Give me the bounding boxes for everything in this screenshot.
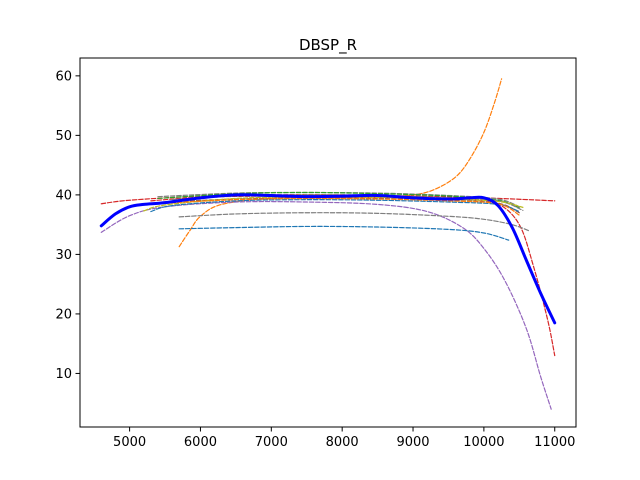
x-tick-label: 10000 <box>463 435 504 450</box>
x-tick-label: 11000 <box>534 435 575 450</box>
y-tick-label: 30 <box>55 248 72 263</box>
x-tick-label: 7000 <box>255 435 288 450</box>
y-tick-label: 60 <box>55 69 72 84</box>
y-tick-label: 40 <box>55 188 72 203</box>
x-axis: 5000 6000 7000 8000 9000 10000 11000 <box>113 427 575 450</box>
x-tick-label: 6000 <box>184 435 217 450</box>
x-tick-label: 5000 <box>113 435 146 450</box>
series-line-13 <box>164 197 520 216</box>
series-line-0 <box>99 193 557 325</box>
plot-area <box>80 58 576 427</box>
series-line-5 <box>178 225 510 241</box>
x-tick-label: 8000 <box>326 435 359 450</box>
chart-title: DBSP_R <box>299 36 357 55</box>
y-tick-label: 20 <box>55 307 72 322</box>
y-axis: 10 20 30 40 50 60 <box>55 69 80 382</box>
axes-frame <box>79 57 577 428</box>
y-tick-label: 50 <box>55 129 72 144</box>
y-tick-label: 10 <box>55 367 72 382</box>
x-tick-label: 9000 <box>396 435 429 450</box>
series-line-11 <box>150 199 520 213</box>
series-layer <box>99 78 557 410</box>
